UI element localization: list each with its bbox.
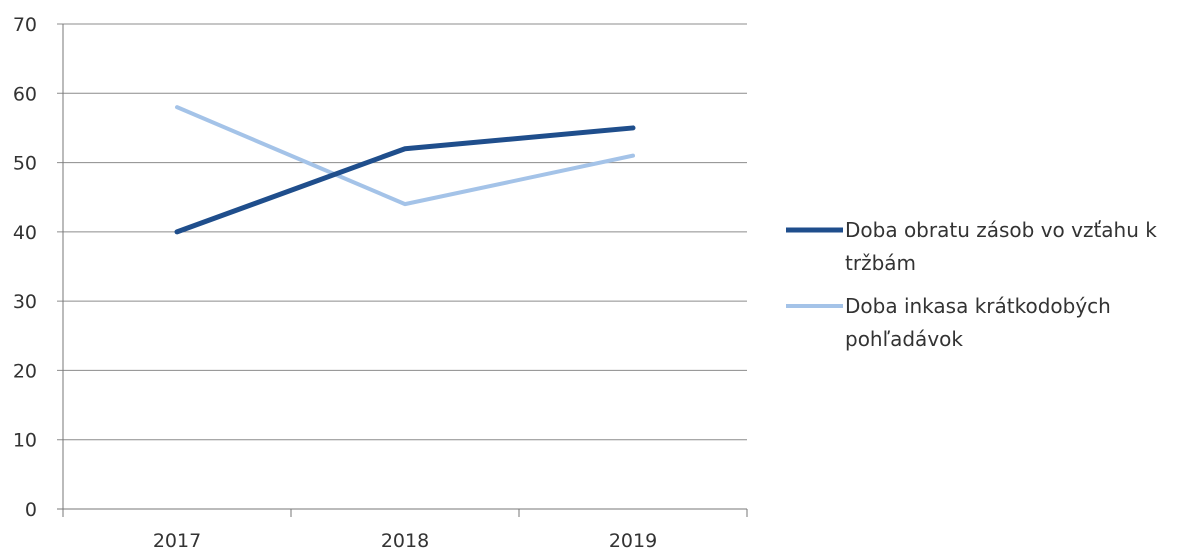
y-tick-label-40: 40	[13, 222, 37, 244]
legend-label-1-line-2: tržbám	[845, 251, 916, 275]
y-tick-label-50: 50	[13, 153, 37, 175]
y-tick-label-10: 10	[13, 430, 37, 452]
legend-label-2-line-2: pohľadávok	[845, 327, 963, 351]
series-line-1	[177, 128, 633, 232]
gridlines	[57, 24, 747, 509]
y-tick-label-0: 0	[25, 499, 37, 521]
series-line-2	[177, 107, 633, 204]
y-tick-label-20: 20	[13, 360, 37, 382]
y-tick-label-70: 70	[13, 14, 37, 36]
x-tick-label-2017: 2017	[153, 530, 201, 551]
legend-label-2-line-1: Doba inkasa krátkodobých	[845, 294, 1111, 318]
legend: Doba obratu zásob vo vzťahu k tržbám Doba …	[786, 218, 1157, 351]
y-tick-label-30: 30	[13, 291, 37, 313]
y-tick-label-60: 60	[13, 83, 37, 105]
x-tick-label-2019: 2019	[609, 530, 657, 551]
legend-label-1-line-1: Doba obratu zásob vo vzťahu k	[845, 218, 1157, 242]
x-tick-label-2018: 2018	[381, 530, 429, 551]
